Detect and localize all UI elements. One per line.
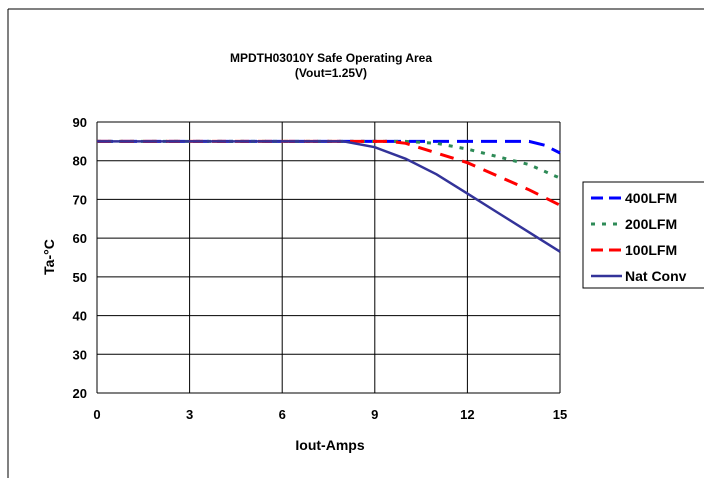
y-tick-label: 90 <box>73 115 87 130</box>
series-line <box>97 140 561 253</box>
series-line <box>97 139 561 207</box>
x-tick-label: 15 <box>553 407 567 422</box>
x-axis-label: Iout-Amps <box>295 437 364 453</box>
legend-label: 100LFM <box>625 242 677 258</box>
x-tick-label: 3 <box>186 407 193 422</box>
x-tick-label: 9 <box>371 407 378 422</box>
chart-subtitle: (Vout=1.25V) <box>295 66 367 80</box>
legend-label: Nat Conv <box>625 268 687 284</box>
y-axis-label: Ta-°C <box>41 239 57 275</box>
legend: 400LFM 200LFM 100LFM Nat Conv <box>582 181 704 289</box>
x-tick-label: 12 <box>460 407 474 422</box>
y-tick-label: 30 <box>73 347 87 362</box>
legend-box <box>582 181 704 289</box>
series-line <box>97 139 561 155</box>
y-tick-label: 60 <box>73 231 87 246</box>
axes: 20 30 40 50 60 70 80 90 0 3 6 9 12 15 <box>73 115 568 422</box>
y-tick-label: 80 <box>73 154 87 169</box>
chart-title: MPDTH03010Y Safe Operating Area <box>230 51 432 65</box>
series-lines <box>97 139 561 253</box>
y-tick-label: 20 <box>73 386 87 401</box>
y-tick-label: 70 <box>73 192 87 207</box>
y-tick-label: 50 <box>73 270 87 285</box>
series-line <box>97 139 561 180</box>
grid <box>96 121 561 394</box>
legend-label: 200LFM <box>625 216 677 232</box>
x-tick-label: 0 <box>93 407 100 422</box>
x-tick-label: 6 <box>279 407 286 422</box>
legend-label: 400LFM <box>625 190 677 206</box>
y-tick-label: 40 <box>73 309 87 324</box>
